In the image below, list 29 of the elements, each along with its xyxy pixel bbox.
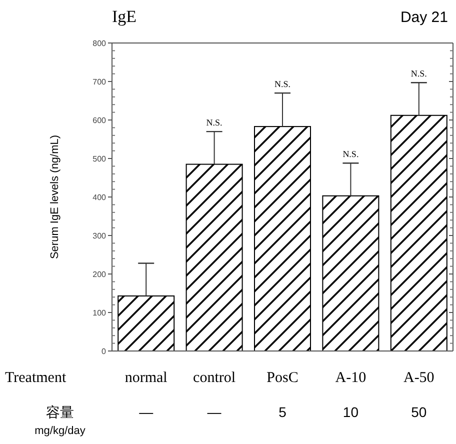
y-tick-label: 200 [92,270,107,279]
text: mg/kg/day [34,425,86,437]
text: 50 [411,404,427,420]
text: 容量 [46,404,74,420]
x-tick-label: A-50 [403,370,434,386]
y-tick-label: 800 [92,39,107,48]
y-tick-label: 400 [92,193,107,202]
text: 10 [342,404,359,420]
text: 5 [278,404,287,420]
x-tick-label: control [193,370,236,386]
x-axis-title: Treatment [5,370,67,386]
y-tick-label: 0 [102,347,107,356]
annotation: N.S. [410,68,427,79]
x-tick-label: A-10 [335,370,366,386]
y-tick-label: 700 [92,78,107,86]
x-tick-label: PosC [266,370,298,386]
text: — [139,404,154,420]
chart-title: IgE [112,7,137,26]
y-axis-title: Serum IgE levels (ng/mL) [49,134,61,260]
annotation: N.S. [274,79,291,90]
chart-subtitle: Day 21 [400,9,448,26]
text: — [207,404,222,420]
y-tick-label: 100 [92,308,107,318]
annotation: N.S. [342,149,359,160]
x-tick-label: normal [124,370,168,386]
y-tick-label: 300 [92,232,107,240]
y-tick-label: 500 [92,154,107,164]
y-tick-label: 600 [92,116,107,125]
annotation: N.S. [206,118,222,128]
